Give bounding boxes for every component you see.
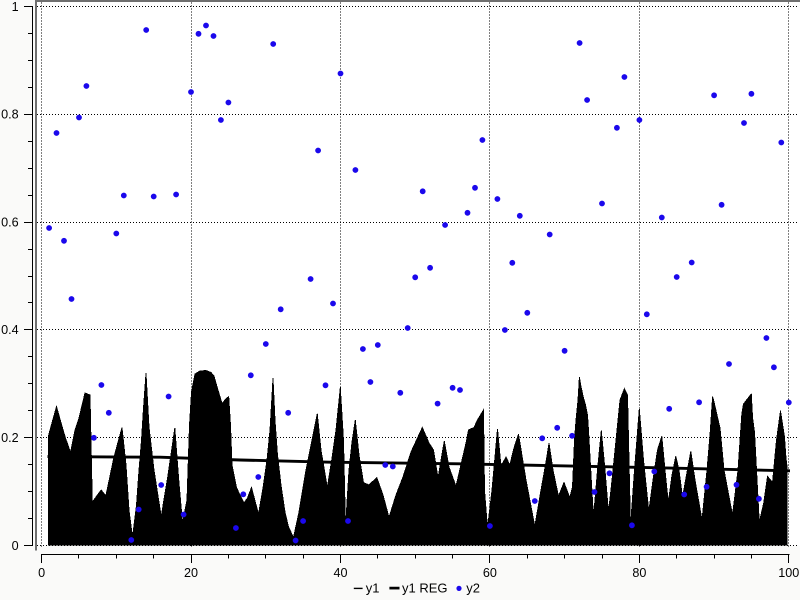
svg-text:0.8: 0.8: [1, 108, 19, 122]
svg-text:0: 0: [12, 539, 19, 553]
svg-text:0.2: 0.2: [1, 431, 19, 445]
svg-text:40: 40: [333, 566, 347, 580]
svg-text:y1 REG: y1 REG: [402, 581, 448, 596]
svg-text:0.6: 0.6: [1, 215, 19, 229]
svg-text:1: 1: [12, 0, 19, 14]
svg-text:0.4: 0.4: [1, 323, 19, 337]
svg-text:0: 0: [38, 566, 45, 580]
svg-text:20: 20: [184, 566, 198, 580]
svg-text:y2: y2: [466, 581, 480, 596]
svg-text:y1: y1: [366, 581, 380, 596]
svg-text:60: 60: [483, 566, 497, 580]
svg-text:80: 80: [632, 566, 646, 580]
svg-text:100: 100: [778, 566, 799, 580]
